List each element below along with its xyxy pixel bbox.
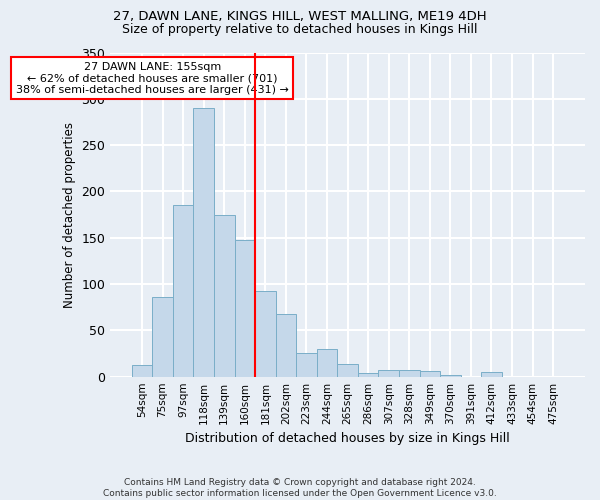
Bar [152, 297, 173, 376]
Bar [440, 375, 461, 376]
Bar [317, 349, 337, 376]
Bar [193, 108, 214, 376]
Bar [173, 206, 193, 376]
Bar [358, 373, 379, 376]
Text: Contains HM Land Registry data © Crown copyright and database right 2024.
Contai: Contains HM Land Registry data © Crown c… [103, 478, 497, 498]
Text: 27, DAWN LANE, KINGS HILL, WEST MALLING, ME19 4DH: 27, DAWN LANE, KINGS HILL, WEST MALLING,… [113, 10, 487, 23]
Bar [255, 290, 275, 376]
Text: Size of property relative to detached houses in Kings Hill: Size of property relative to detached ho… [122, 22, 478, 36]
Bar [296, 352, 317, 376]
Bar [275, 314, 296, 376]
Bar [481, 372, 502, 376]
X-axis label: Distribution of detached houses by size in Kings Hill: Distribution of detached houses by size … [185, 432, 510, 445]
Bar [337, 364, 358, 376]
Bar [214, 214, 235, 376]
Bar [419, 371, 440, 376]
Y-axis label: Number of detached properties: Number of detached properties [63, 122, 76, 308]
Bar [399, 370, 419, 376]
Text: 27 DAWN LANE: 155sqm
← 62% of detached houses are smaller (701)
38% of semi-deta: 27 DAWN LANE: 155sqm ← 62% of detached h… [16, 62, 289, 95]
Bar [235, 240, 255, 376]
Bar [132, 364, 152, 376]
Bar [379, 370, 399, 376]
